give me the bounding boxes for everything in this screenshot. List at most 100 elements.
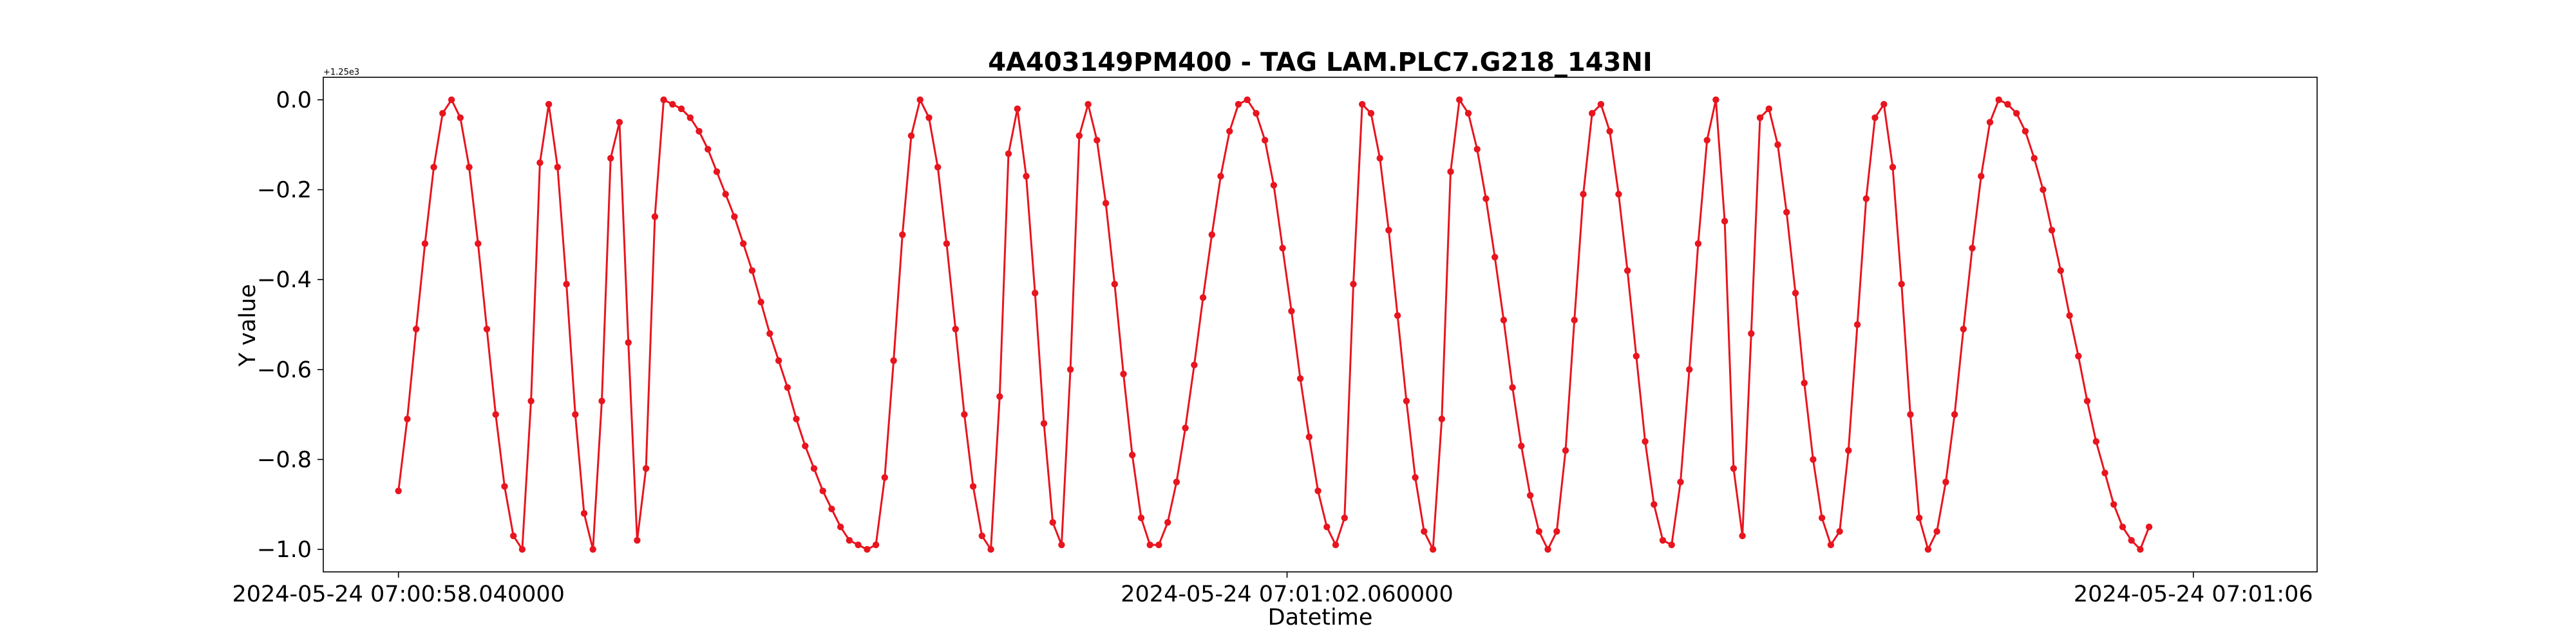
data-point <box>1262 137 1269 144</box>
plot-area: 0.0 −0.2 −0.4 −0.6 −0.8 −1.0 2024-05-24 07:00… <box>232 77 2318 607</box>
data-point <box>810 465 818 472</box>
data-point <box>943 240 951 247</box>
data-point <box>1464 109 1472 117</box>
data-point <box>1730 465 1738 472</box>
data-point <box>1102 200 1110 207</box>
data-point <box>1394 312 1401 319</box>
data-point <box>1492 254 1499 261</box>
data-point <box>2145 524 2153 531</box>
x-tick-label: 2024-05-24 07:00:58.040000 <box>232 582 564 607</box>
data-point <box>1244 96 1251 104</box>
data-point <box>1429 545 1437 553</box>
data-point <box>404 415 411 422</box>
data-point <box>1562 447 1569 454</box>
y-axis-label: Y value <box>235 284 261 367</box>
data-point <box>766 330 773 337</box>
data-point <box>1978 173 1985 180</box>
series-layer <box>395 96 2153 553</box>
data-point <box>1500 316 1508 324</box>
data-point <box>687 114 694 121</box>
data-point <box>740 240 747 247</box>
data-point <box>996 393 1003 400</box>
data-point <box>1703 137 1710 144</box>
data-point <box>784 384 791 391</box>
data-point <box>1447 168 1454 175</box>
data-point <box>1553 528 1560 535</box>
data-point <box>1606 128 1613 135</box>
data-point <box>607 155 614 162</box>
data-point <box>536 159 544 166</box>
plot-frame <box>323 77 2318 573</box>
data-point <box>916 96 923 104</box>
data-point <box>1438 415 1445 422</box>
data-point <box>2048 227 2056 234</box>
data-point <box>677 105 685 113</box>
data-point <box>1164 519 1171 526</box>
data-point <box>1120 370 1127 377</box>
y-axis-ticks: 0.0 −0.2 −0.4 −0.6 −0.8 −1.0 <box>257 88 323 563</box>
data-point <box>1456 96 1463 104</box>
data-point <box>1535 528 1542 535</box>
data-point <box>1580 191 1587 198</box>
data-point <box>1969 245 1976 252</box>
data-point <box>1253 109 1260 117</box>
data-point <box>713 168 721 175</box>
data-point <box>1880 100 1888 108</box>
data-point <box>864 545 871 553</box>
data-point <box>642 465 650 472</box>
data-point <box>1712 96 1719 104</box>
data-point <box>1686 366 1693 373</box>
data-point <box>2119 524 2126 531</box>
data-point <box>1385 227 1392 234</box>
data-point <box>890 357 897 365</box>
data-point <box>563 281 570 288</box>
data-point <box>2101 469 2108 477</box>
data-point <box>1226 128 1233 135</box>
data-point <box>395 488 402 495</box>
data-point <box>1827 541 1835 549</box>
y-tick-label: −0.4 <box>257 267 312 293</box>
data-point <box>616 118 623 126</box>
data-point <box>978 532 986 540</box>
data-point <box>1173 478 1180 486</box>
data-point <box>872 541 880 549</box>
data-point <box>448 96 455 104</box>
data-point <box>1005 150 1012 157</box>
x-axis-label: Datetime <box>1268 605 1373 630</box>
data-point <box>1155 541 1162 549</box>
data-point <box>1694 240 1702 247</box>
data-point <box>660 96 667 104</box>
data-point <box>2057 267 2064 274</box>
data-point <box>475 240 482 247</box>
data-point <box>846 536 853 544</box>
data-point <box>925 114 933 121</box>
data-point <box>881 474 889 481</box>
data-point <box>1066 366 1074 373</box>
data-point <box>987 545 994 553</box>
data-point <box>1217 173 1224 180</box>
data-point <box>819 488 826 495</box>
data-point <box>2040 186 2047 193</box>
data-point <box>1783 209 1790 216</box>
data-point <box>2066 312 2073 319</box>
data-point <box>722 191 729 198</box>
data-point <box>1721 218 1728 225</box>
data-point <box>1774 141 1781 148</box>
data-point <box>527 397 535 404</box>
data-point <box>625 339 632 346</box>
data-point <box>1199 294 1207 301</box>
data-point <box>1350 281 1357 288</box>
data-point <box>952 325 959 333</box>
data-point <box>1314 488 1321 495</box>
data-point <box>492 411 499 418</box>
y-tick-label: −1.0 <box>257 537 312 563</box>
data-point <box>1032 289 1039 297</box>
data-point <box>1040 420 1048 427</box>
data-point <box>899 231 906 238</box>
data-point <box>2083 397 2091 404</box>
data-point <box>1960 325 1967 333</box>
data-point <box>1739 532 1746 540</box>
data-point <box>1651 501 1658 508</box>
data-point <box>1836 528 1843 535</box>
